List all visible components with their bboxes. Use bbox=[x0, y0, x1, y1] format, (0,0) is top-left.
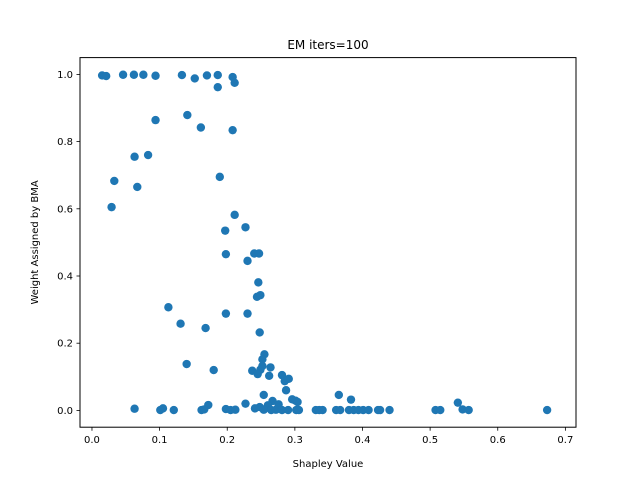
data-point bbox=[230, 78, 239, 88]
data-point bbox=[542, 405, 552, 415]
data-point bbox=[215, 172, 224, 182]
x-tick-label: 0.7 bbox=[557, 435, 573, 446]
data-point bbox=[458, 405, 467, 414]
plot-frame bbox=[79, 57, 577, 428]
x-axis-label: Shapley Value bbox=[293, 459, 364, 470]
data-point bbox=[133, 182, 142, 192]
y-tick-label: 0.0 bbox=[57, 406, 73, 417]
data-point bbox=[281, 386, 291, 395]
data-point bbox=[364, 405, 373, 415]
data-point bbox=[169, 405, 178, 415]
data-point bbox=[294, 405, 304, 415]
data-point bbox=[375, 405, 385, 415]
data-point bbox=[243, 256, 252, 266]
data-point bbox=[221, 309, 231, 318]
y-tick-label: 0.6 bbox=[57, 204, 73, 215]
y-tick-label: 1.0 bbox=[57, 70, 73, 81]
data-point bbox=[129, 70, 139, 79]
data-point bbox=[177, 70, 187, 80]
data-point bbox=[231, 405, 240, 414]
data-point bbox=[182, 359, 191, 369]
data-point bbox=[241, 223, 250, 232]
data-point bbox=[436, 405, 445, 415]
data-point bbox=[259, 390, 268, 400]
data-point bbox=[346, 395, 356, 404]
x-tick-label: 0.1 bbox=[152, 435, 168, 446]
data-point bbox=[277, 405, 287, 415]
y-axis-ticks: 0.0 0.2 0.4 0.6 0.8 1.0 bbox=[57, 70, 80, 417]
data-point bbox=[335, 405, 345, 415]
data-point bbox=[139, 70, 148, 79]
data-point bbox=[318, 405, 327, 415]
data-point bbox=[151, 71, 160, 80]
chart-title: EM iters=100 bbox=[287, 38, 368, 52]
y-axis-label: Weight Assigned by BMA bbox=[30, 180, 41, 304]
data-point bbox=[158, 404, 168, 413]
data-point bbox=[334, 390, 344, 400]
data-point bbox=[241, 399, 250, 408]
data-point bbox=[284, 374, 293, 384]
x-tick-label: 0.2 bbox=[219, 435, 235, 446]
data-point bbox=[250, 404, 260, 413]
data-point bbox=[453, 398, 463, 407]
data-point bbox=[228, 125, 237, 135]
data-point bbox=[176, 319, 185, 328]
data-point bbox=[110, 176, 119, 186]
data-point bbox=[221, 226, 230, 235]
data-point bbox=[230, 210, 239, 220]
data-point bbox=[183, 110, 192, 120]
x-tick-label: 0.4 bbox=[355, 435, 371, 446]
y-tick-label: 0.4 bbox=[57, 272, 73, 283]
data-point bbox=[118, 70, 128, 79]
data-point bbox=[107, 202, 116, 212]
data-point bbox=[283, 405, 293, 415]
data-point bbox=[213, 70, 222, 80]
data-point bbox=[164, 303, 173, 312]
data-point bbox=[201, 323, 210, 333]
data-point bbox=[254, 249, 264, 258]
x-tick-label: 0.3 bbox=[287, 435, 303, 446]
data-point bbox=[264, 371, 274, 380]
data-point bbox=[213, 82, 222, 92]
data-points bbox=[97, 70, 552, 415]
data-point bbox=[202, 71, 212, 80]
data-point bbox=[254, 278, 263, 287]
x-tick-label: 0.0 bbox=[84, 435, 100, 446]
y-tick-label: 0.2 bbox=[57, 339, 73, 350]
data-point bbox=[258, 355, 267, 364]
data-point bbox=[196, 123, 206, 132]
data-point bbox=[143, 150, 153, 160]
data-point bbox=[385, 405, 394, 415]
data-point bbox=[464, 405, 473, 415]
data-point bbox=[151, 115, 160, 125]
data-point bbox=[221, 249, 231, 259]
data-point bbox=[259, 405, 268, 414]
x-tick-label: 0.6 bbox=[490, 435, 506, 446]
y-tick-label: 0.8 bbox=[57, 137, 73, 148]
x-axis-ticks: 0.0 0.1 0.2 0.3 0.4 0.5 0.6 0.7 bbox=[84, 427, 573, 446]
data-point bbox=[266, 363, 275, 372]
data-point bbox=[101, 71, 111, 81]
data-point bbox=[271, 405, 281, 414]
data-point bbox=[243, 309, 252, 318]
data-point bbox=[130, 152, 139, 161]
data-point bbox=[130, 404, 139, 413]
data-point bbox=[255, 328, 264, 337]
data-point bbox=[209, 365, 218, 375]
data-point bbox=[200, 405, 209, 414]
data-point bbox=[293, 397, 302, 407]
data-point bbox=[256, 290, 265, 300]
x-tick-label: 0.5 bbox=[422, 435, 438, 446]
data-point bbox=[190, 74, 199, 83]
data-point bbox=[253, 369, 262, 379]
